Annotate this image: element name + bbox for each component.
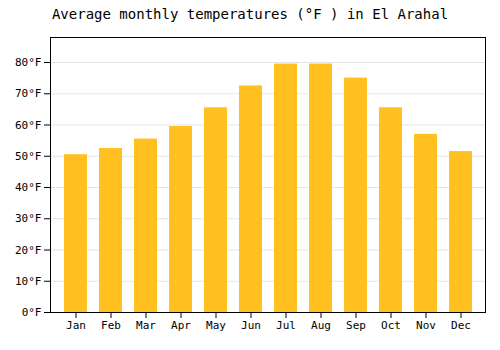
svg-text:80°F: 80°F — [15, 56, 42, 69]
svg-text:May: May — [206, 319, 226, 332]
svg-text:Apr: Apr — [171, 319, 191, 332]
svg-text:30°F: 30°F — [15, 212, 42, 225]
svg-text:10°F: 10°F — [15, 275, 42, 288]
svg-text:Jun: Jun — [241, 319, 261, 332]
svg-text:50°F: 50°F — [15, 150, 42, 163]
svg-text:Aug: Aug — [311, 319, 331, 332]
svg-text:Sep: Sep — [346, 319, 366, 332]
html-text:Average monthly temperatures (: Average monthly temperatures (°F ) in El… — [51, 6, 449, 22]
svg-text:Jul: Jul — [276, 319, 296, 332]
svg-text:60°F: 60°F — [15, 119, 42, 132]
svg-text:Feb: Feb — [101, 319, 121, 332]
svg-text:70°F: 70°F — [15, 87, 42, 100]
svg-text:Dec: Dec — [451, 319, 471, 332]
svg-text:20°F: 20°F — [15, 244, 42, 257]
svg-text:40°F: 40°F — [15, 181, 42, 194]
svg-text:Nov: Nov — [416, 319, 436, 332]
svg-text:0°F: 0°F — [22, 306, 42, 319]
svg-text:Jan: Jan — [66, 319, 86, 332]
svg-text:Mar: Mar — [136, 319, 156, 332]
svg-text:Oct: Oct — [381, 319, 401, 332]
